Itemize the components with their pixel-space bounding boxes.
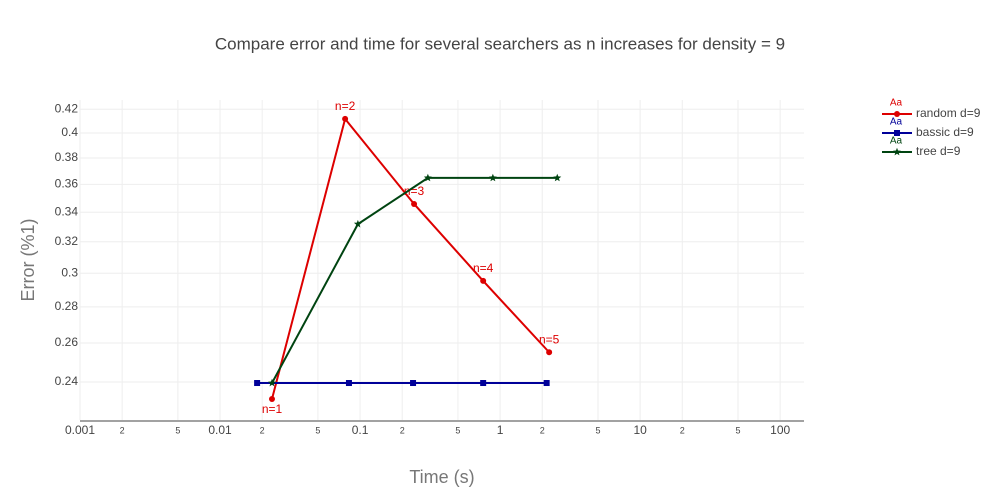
y-tick-label: 0.3	[61, 265, 78, 279]
y-tick-label: 0.4	[61, 125, 78, 139]
series-line	[271, 116, 550, 400]
marker	[254, 380, 261, 387]
marker	[353, 219, 362, 228]
x-tick-label: 5	[315, 425, 320, 435]
y-tick-label: 0.34	[55, 204, 79, 218]
data-label: n=5	[539, 332, 560, 346]
data-label: n=4	[473, 261, 494, 275]
series-line	[271, 176, 558, 384]
chart-title: Compare error and time for several searc…	[215, 34, 785, 53]
marker	[268, 395, 275, 402]
y-tick-label: 0.36	[55, 177, 79, 191]
legend-label: bassic d=9	[916, 125, 974, 139]
legend-label: random d=9	[916, 106, 981, 120]
marker	[411, 200, 418, 207]
legend-symbol-text: Aa	[890, 98, 903, 109]
legend-label: tree d=9	[916, 144, 961, 158]
legend-symbol-text: Aa	[890, 136, 903, 147]
marker	[546, 349, 553, 356]
marker	[410, 380, 417, 387]
x-tick-label: 2	[260, 425, 265, 435]
y-tick-label: 0.38	[55, 150, 79, 164]
x-tick-label: 1	[497, 423, 504, 437]
y-tick-label: 0.24	[55, 374, 79, 388]
x-tick-label: 5	[455, 425, 460, 435]
x-tick-label: 0.1	[352, 423, 369, 437]
x-tick-label: 2	[540, 425, 545, 435]
x-tick-label: 2	[680, 425, 685, 435]
y-tick-label: 0.28	[55, 299, 79, 313]
x-tick-label: 5	[595, 425, 600, 435]
marker	[480, 380, 487, 387]
x-tick-label: 5	[735, 425, 740, 435]
marker	[553, 173, 562, 182]
x-tick-label: 2	[400, 425, 405, 435]
data-label: n=1	[262, 402, 283, 416]
y-axis-title: Error (%1)	[18, 218, 38, 301]
data-label: n=3	[404, 184, 425, 198]
marker	[894, 130, 900, 136]
marker	[423, 173, 432, 182]
marker	[893, 147, 901, 156]
data-label: n=2	[335, 99, 356, 113]
x-axis-title: Time (s)	[409, 467, 474, 487]
legend-symbol-text: Aa	[890, 117, 903, 128]
y-tick-label: 0.26	[55, 335, 79, 349]
marker	[342, 115, 349, 122]
x-tick-label: 0.001	[65, 423, 95, 437]
marker	[268, 378, 276, 387]
marker	[345, 380, 352, 387]
x-tick-label: 0.01	[208, 423, 232, 437]
y-tick-label: 0.42	[55, 101, 79, 115]
y-tick-label: 0.32	[55, 234, 79, 248]
x-tick-label: 100	[770, 423, 790, 437]
marker	[543, 380, 550, 387]
x-tick-label: 10	[633, 423, 647, 437]
marker	[480, 277, 487, 284]
marker	[894, 111, 900, 117]
marker	[488, 173, 497, 182]
x-tick-label: 2	[120, 425, 125, 435]
x-tick-label: 5	[175, 425, 180, 435]
